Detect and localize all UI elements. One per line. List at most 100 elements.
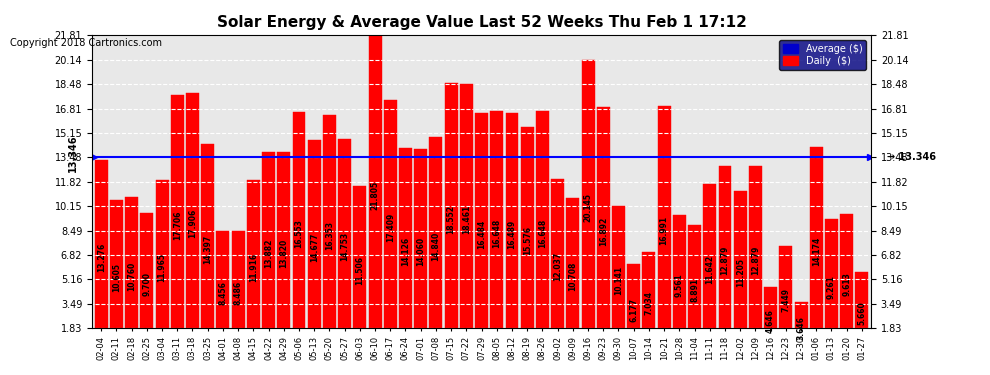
Bar	[597, 107, 610, 355]
Text: 16.648: 16.648	[538, 218, 546, 248]
Text: 11.205: 11.205	[736, 258, 744, 287]
Text: 17.706: 17.706	[173, 210, 182, 240]
Bar	[657, 106, 670, 355]
Bar	[368, 35, 381, 355]
Text: 13.882: 13.882	[264, 238, 273, 268]
Text: 14.753: 14.753	[341, 232, 349, 261]
Bar	[521, 127, 534, 355]
Text: 3.646: 3.646	[797, 316, 806, 340]
Text: 14.126: 14.126	[401, 237, 410, 266]
Text: 16.892: 16.892	[599, 216, 608, 246]
Bar	[155, 180, 168, 355]
Bar	[141, 213, 153, 355]
Text: 17.409: 17.409	[386, 213, 395, 242]
Title: Solar Energy & Average Value Last 52 Weeks Thu Feb 1 17:12: Solar Energy & Average Value Last 52 Wee…	[217, 15, 746, 30]
Bar	[201, 144, 214, 355]
Text: 11.642: 11.642	[705, 255, 714, 284]
Text: 8.456: 8.456	[219, 281, 228, 305]
Bar	[612, 206, 625, 355]
Bar	[795, 302, 808, 355]
Bar	[445, 83, 457, 355]
Text: 5.660: 5.660	[857, 302, 866, 326]
Bar	[536, 111, 548, 355]
Text: 10.605: 10.605	[112, 263, 121, 292]
Text: 16.353: 16.353	[325, 220, 334, 250]
Bar	[339, 139, 351, 355]
Bar	[95, 160, 108, 355]
Bar	[688, 225, 701, 355]
Bar	[171, 96, 184, 355]
Text: Copyright 2018 Cartronics.com: Copyright 2018 Cartronics.com	[10, 38, 162, 48]
Text: 9.700: 9.700	[143, 272, 151, 296]
Bar	[673, 215, 686, 355]
Bar	[308, 140, 321, 355]
Bar	[292, 112, 306, 355]
Text: 17.906: 17.906	[188, 209, 197, 238]
Bar	[779, 246, 792, 355]
Bar	[566, 198, 579, 355]
Legend: Average ($), Daily  ($): Average ($), Daily ($)	[779, 40, 866, 70]
Text: 8.891: 8.891	[690, 278, 699, 302]
Text: 10.141: 10.141	[614, 266, 623, 295]
Text: 15.576: 15.576	[523, 226, 532, 255]
Bar	[719, 166, 732, 355]
Bar	[506, 113, 519, 355]
Bar	[841, 214, 853, 355]
Bar	[323, 115, 336, 355]
Bar	[703, 184, 716, 355]
Bar	[810, 147, 823, 355]
Text: → 13.346: → 13.346	[887, 152, 936, 162]
Text: 14.060: 14.060	[416, 237, 426, 267]
Bar	[186, 93, 199, 355]
Text: 9.561: 9.561	[675, 273, 684, 297]
Bar	[247, 180, 259, 355]
Text: 7.449: 7.449	[781, 288, 790, 312]
Text: 16.648: 16.648	[492, 218, 501, 248]
Text: 16.484: 16.484	[477, 219, 486, 249]
Bar	[628, 264, 641, 355]
Bar	[353, 186, 366, 355]
Text: 10.708: 10.708	[568, 262, 577, 291]
Text: 12.879: 12.879	[751, 246, 760, 275]
Text: 9.261: 9.261	[827, 275, 836, 299]
Bar	[855, 272, 868, 355]
Bar	[581, 60, 595, 355]
Text: 9.613: 9.613	[842, 273, 851, 296]
Text: 18.461: 18.461	[462, 205, 471, 234]
Bar	[764, 287, 777, 355]
Bar	[749, 166, 762, 355]
Bar	[399, 148, 412, 355]
Text: 12.879: 12.879	[721, 246, 730, 275]
Text: 16.991: 16.991	[659, 216, 668, 245]
Text: 13.276: 13.276	[97, 243, 106, 272]
Text: 11.916: 11.916	[248, 253, 257, 282]
Text: 21.805: 21.805	[370, 181, 379, 210]
Bar	[384, 100, 397, 355]
Bar	[490, 111, 503, 355]
Bar	[414, 149, 427, 355]
Bar	[430, 138, 443, 355]
Bar	[110, 200, 123, 355]
Bar	[217, 231, 230, 355]
Text: 14.840: 14.840	[432, 232, 441, 261]
Text: 14.174: 14.174	[812, 237, 821, 266]
Bar	[825, 219, 838, 355]
Bar	[262, 152, 275, 355]
Text: 6.177: 6.177	[630, 298, 639, 322]
Text: 20.145: 20.145	[583, 193, 593, 222]
Bar	[277, 152, 290, 355]
Bar	[475, 113, 488, 355]
Bar	[232, 231, 245, 355]
Bar	[460, 84, 473, 355]
Text: 16.489: 16.489	[508, 219, 517, 249]
Text: 7.034: 7.034	[644, 291, 653, 315]
Text: 11.506: 11.506	[355, 256, 364, 285]
Bar	[551, 178, 564, 355]
Text: 4.646: 4.646	[766, 309, 775, 333]
Text: 11.965: 11.965	[157, 253, 166, 282]
Text: 13.820: 13.820	[279, 239, 288, 268]
Text: 8.486: 8.486	[234, 281, 243, 305]
Text: 14.677: 14.677	[310, 233, 319, 262]
Bar	[734, 191, 746, 355]
Text: 10.760: 10.760	[127, 261, 137, 291]
